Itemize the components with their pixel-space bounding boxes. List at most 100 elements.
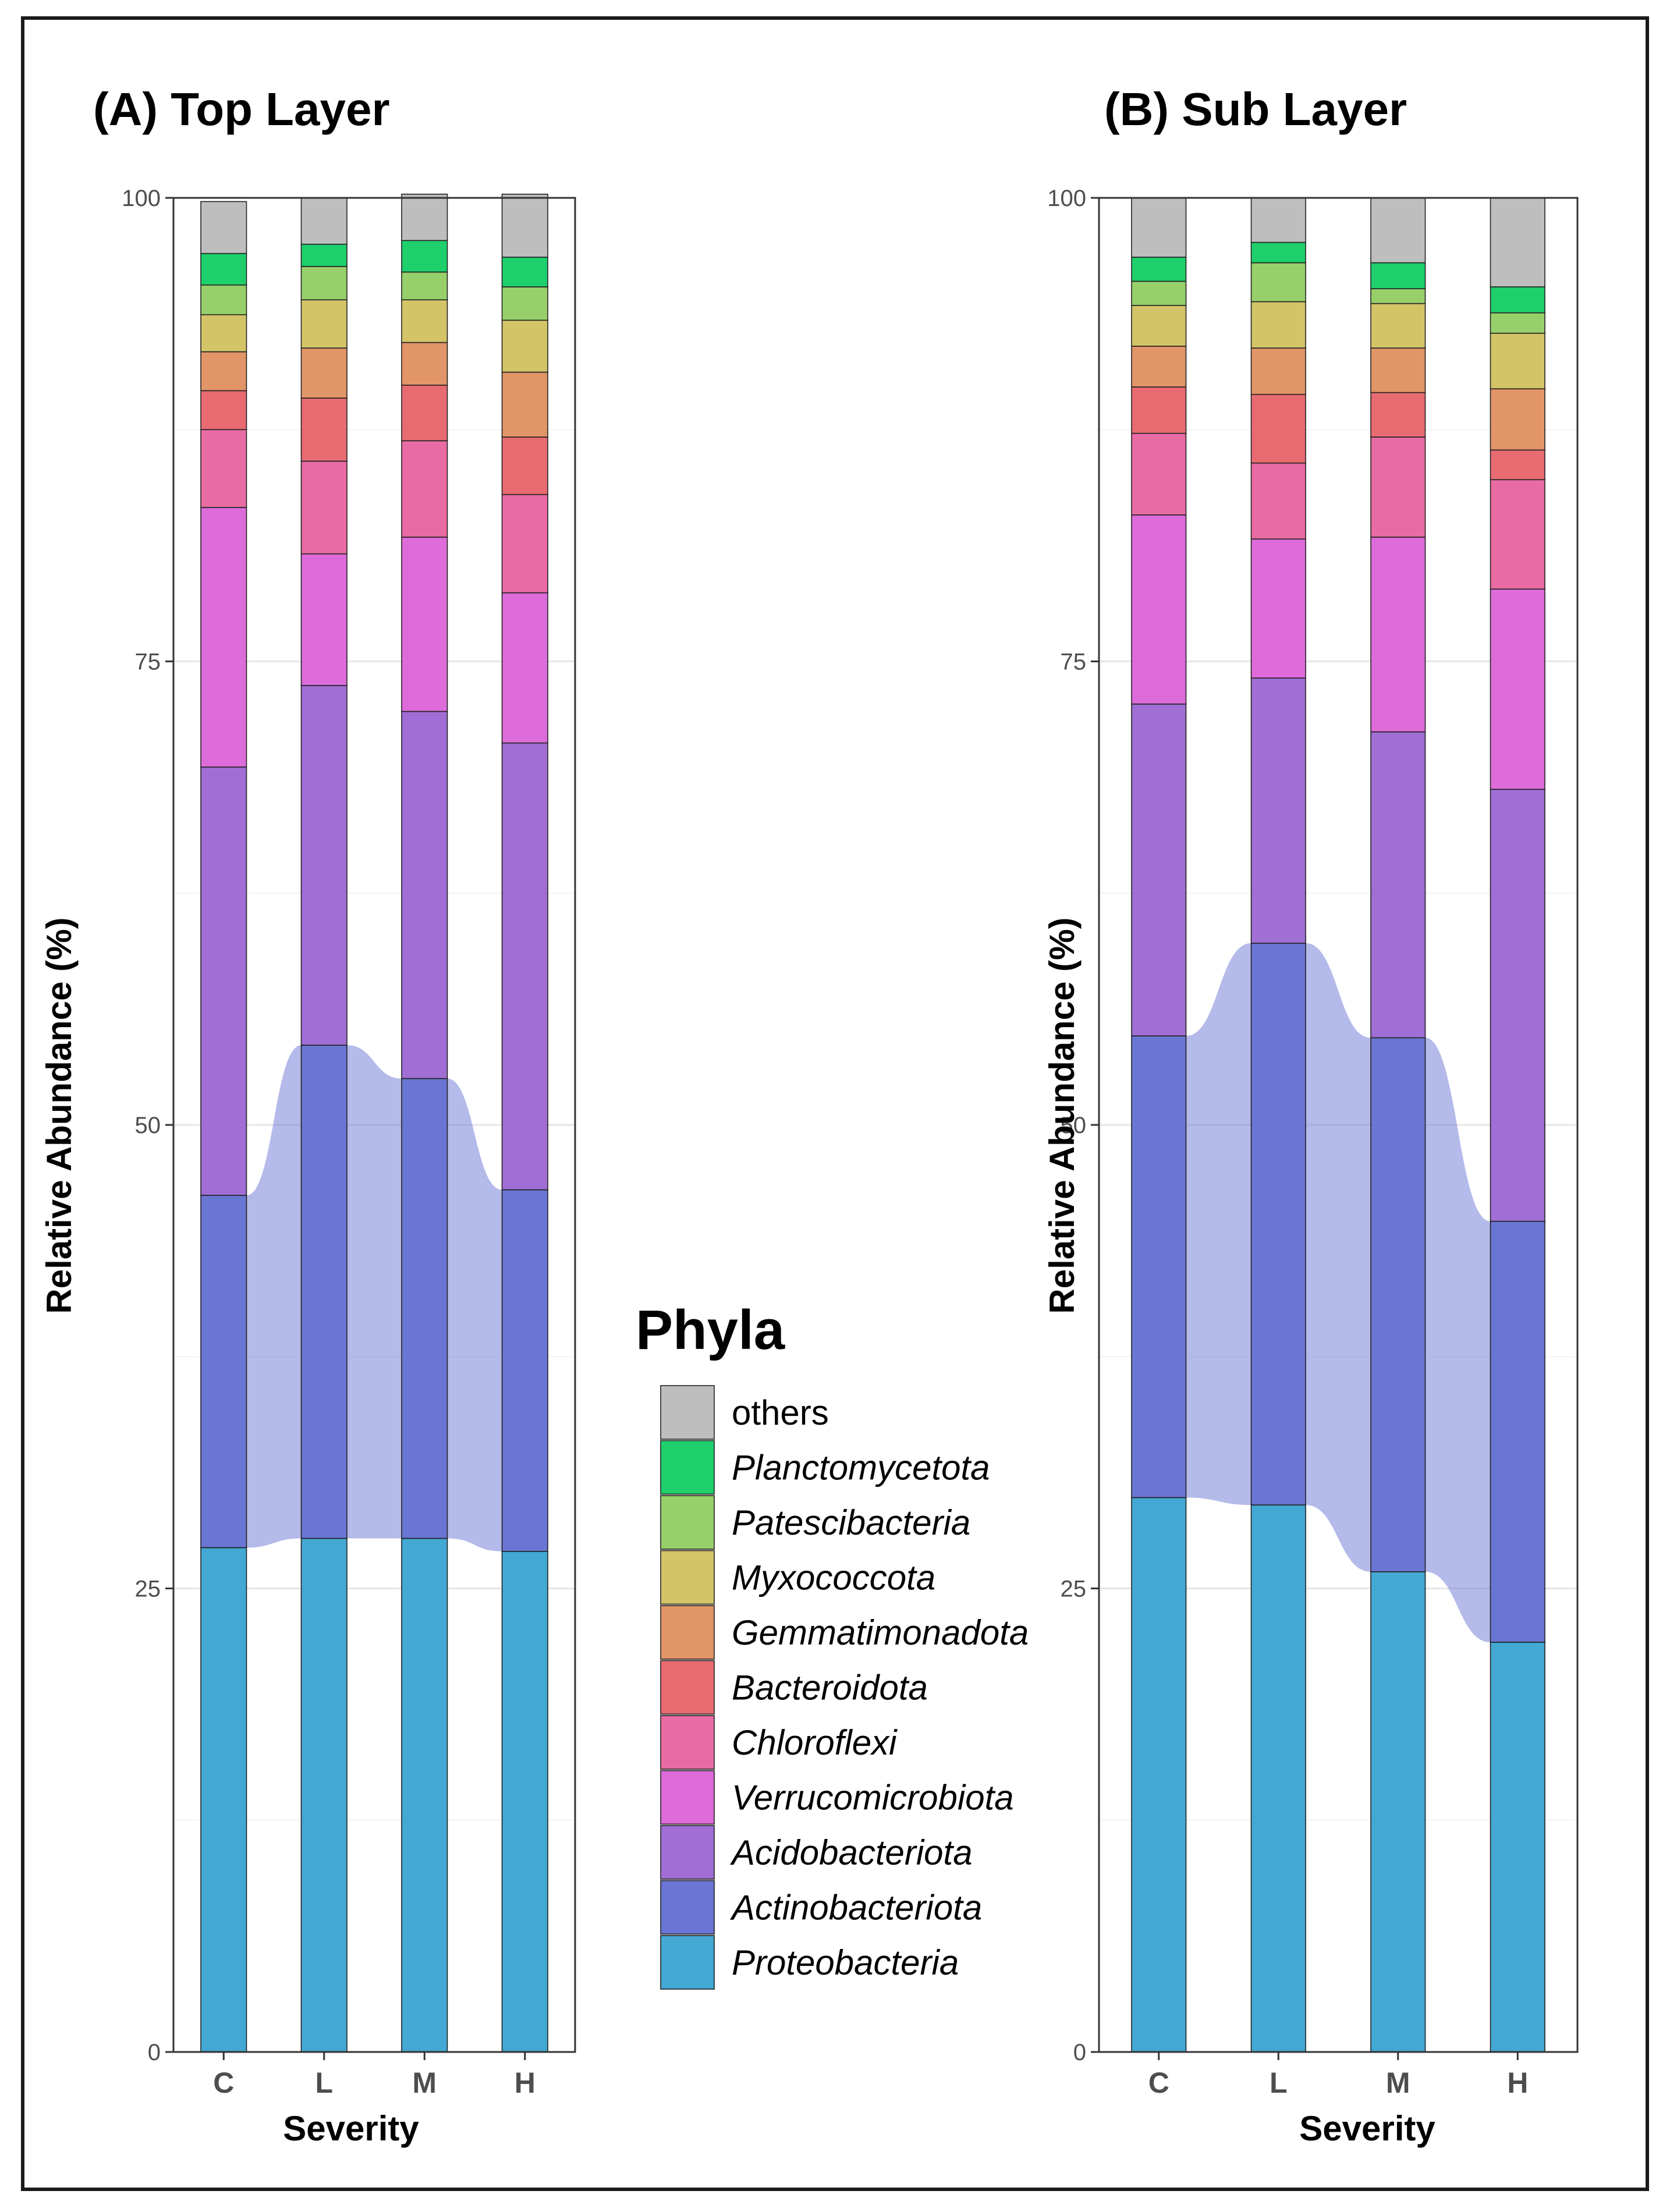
bar-segment-chloroflexi-m (1370, 436, 1426, 538)
bar-segment-verrucomicrobiota-c (1131, 514, 1187, 705)
bar-segment-gemmatimonadota-h (1490, 388, 1545, 451)
bar-segment-chloroflexi-c (1131, 432, 1187, 516)
x-tick-label: H (515, 2067, 536, 2099)
bar-segment-acidobacteriota-c (200, 766, 247, 1196)
bar-segment-bacteroidota-m (401, 384, 448, 442)
bar-segment-planctomycetota-c (1131, 257, 1187, 282)
bar-segment-actinobacteriota-l (300, 1045, 348, 1539)
legend-item-patescibacteria: Patescibacteria (660, 1495, 970, 1550)
y-tick-label: 75 (1061, 649, 1087, 675)
legend-items: others Planctomycetota Patescibacteria Myxo… (660, 1385, 1029, 1990)
bar-segment-verrucomicrobiota-h (501, 592, 548, 744)
bar-segment-myxococcota-h (1490, 332, 1545, 389)
bar-segment-verrucomicrobiota-l (300, 553, 348, 686)
bar-segment-patescibacteria-m (1370, 288, 1426, 304)
stacked-bar-l (1250, 197, 1306, 2053)
stacked-bar-h (1490, 197, 1545, 2053)
legend-label: Gemmatimonadota (732, 1613, 1029, 1652)
stacked-bar-m (401, 193, 448, 2053)
bar-segment-actinobacteriota-h (1490, 1220, 1545, 1643)
bar-segment-gemmatimonadota-c (1131, 346, 1187, 388)
bar-segment-others-l (300, 197, 348, 245)
x-tick-label: L (1270, 2067, 1288, 2099)
panel-title-sub-layer: (B) Sub Layer (1104, 83, 1407, 135)
legend-label: Planctomycetota (732, 1448, 990, 1487)
panel-top-layer: (A) Top Layer 0 25 50 75 100 C L M H Relative Ab… (40, 83, 576, 2148)
bar-segment-others-m (401, 193, 448, 242)
bar-segment-verrucomicrobiota-m (401, 537, 448, 712)
y-tick-label: 100 (122, 186, 161, 211)
bar-segment-proteobacteria-m (1370, 1571, 1426, 2053)
bar-segment-acidobacteriota-m (1370, 731, 1426, 1039)
legend-swatch (660, 1825, 715, 1880)
bar-segment-others-l (1250, 197, 1306, 243)
legend-label: Verrucomicrobiota (732, 1778, 1014, 1817)
y-tick-label: 25 (135, 1577, 161, 1602)
legend: Phyla others Planctomycetota Patescibacter… (636, 1299, 1029, 1990)
y-tick-label: 50 (1061, 1113, 1087, 1138)
bar-segment-gemmatimonadota-m (401, 342, 448, 386)
legend-label: Chloroflexi (732, 1723, 898, 1762)
bar-segment-actinobacteriota-c (200, 1195, 247, 1549)
bar-segment-actinobacteriota-m (1370, 1037, 1426, 1572)
bar-segment-patescibacteria-l (1250, 262, 1306, 303)
y-axis-title-sub-layer: Relative Abundance (%) (1043, 917, 1082, 1313)
bar-segment-acidobacteriota-c (1131, 703, 1187, 1036)
bar-segment-gemmatimonadota-m (1370, 347, 1426, 393)
stacked-bar-l (300, 197, 348, 2053)
y-tick-label: 0 (148, 2040, 161, 2065)
bar-segment-proteobacteria-l (300, 1538, 348, 2053)
bar-segment-proteobacteria-h (501, 1550, 548, 2053)
stacked-bar-c (200, 201, 247, 2053)
legend-label: Myxococcota (732, 1558, 935, 1597)
bar-segment-chloroflexi-l (1250, 462, 1306, 540)
legend-label: Acidobacteriota (730, 1833, 973, 1872)
plot-area-sub-layer: 0 25 50 75 100 C L M H (1047, 186, 1579, 2099)
y-tick-label: 0 (1073, 2040, 1086, 2065)
bar-segment-chloroflexi-h (501, 493, 548, 594)
actinobacteriota-flow-band (1131, 943, 1545, 1642)
bar-segment-planctomycetota-m (1370, 262, 1426, 289)
bar-segment-planctomycetota-h (1490, 286, 1545, 314)
legend-label: Patescibacteria (732, 1503, 970, 1542)
legend-swatch (660, 1770, 715, 1825)
bar-segment-myxococcota-m (1370, 303, 1426, 349)
plot-area-top-layer: 0 25 50 75 100 C L M H (122, 186, 576, 2099)
x-tick-label: C (213, 2067, 234, 2099)
bar-segment-chloroflexi-h (1490, 479, 1545, 590)
bar-segment-myxococcota-h (501, 319, 548, 373)
legend-swatch (660, 1715, 715, 1770)
y-axis-title-top-layer: Relative Abundance (%) (40, 917, 79, 1313)
bar-segment-patescibacteria-h (501, 286, 548, 321)
figure-frame (21, 16, 1649, 2191)
bar-segment-verrucomicrobiota-h (1490, 588, 1545, 790)
bar-segment-others-h (1490, 197, 1545, 287)
x-tick-label: C (1148, 2067, 1169, 2099)
legend-label: others (732, 1393, 829, 1432)
legend-swatch (660, 1935, 715, 1990)
legend-item-planctomycetota: Planctomycetota (660, 1440, 990, 1495)
legend-item-actinobacteriota: Actinobacteriota (660, 1880, 982, 1935)
bar-segment-myxococcota-m (401, 299, 448, 343)
bar-segment-acidobacteriota-m (401, 711, 448, 1080)
bar-segment-planctomycetota-l (300, 243, 348, 267)
bar-segment-proteobacteria-l (1250, 1504, 1306, 2053)
bar-segment-planctomycetota-m (401, 240, 448, 273)
stacked-bar-m (1370, 197, 1426, 2053)
bar-segment-acidobacteriota-l (300, 685, 348, 1046)
legend-item-chloroflexi: Chloroflexi (660, 1715, 898, 1770)
y-tick-label: 25 (1061, 1577, 1087, 1602)
legend-swatch (660, 1495, 715, 1550)
legend-label: Proteobacteria (732, 1943, 959, 1982)
bar-segment-others-m (1370, 197, 1426, 264)
legend-label: Bacteroidota (732, 1668, 928, 1707)
y-tick-label: 75 (135, 649, 161, 675)
bar-segment-actinobacteriota-c (1131, 1035, 1187, 1499)
legend-swatch (660, 1880, 715, 1935)
bar-segment-chloroflexi-l (300, 460, 348, 555)
bar-segment-verrucomicrobiota-l (1250, 538, 1306, 679)
stacked-bar-c (1131, 197, 1187, 2053)
legend-item-verrucomicrobiota: Verrucomicrobiota (660, 1770, 1014, 1825)
bar-segment-myxococcota-c (200, 314, 247, 353)
